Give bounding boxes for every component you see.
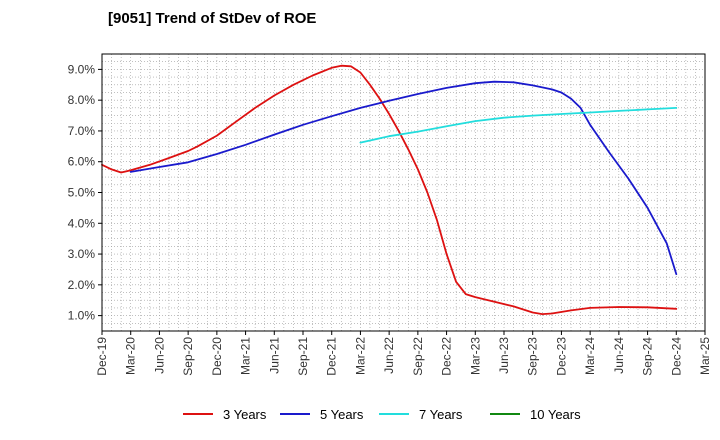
x-tick-label: Mar-22 [353,337,367,375]
x-tick-label: Dec-19 [95,337,109,376]
x-tick-label: Sep-24 [641,337,655,376]
legend-label: 3 Years [223,407,267,422]
x-tick-label: Dec-20 [210,337,224,376]
x-tick-label: Jun-23 [497,337,511,374]
x-tick-label: Mar-24 [583,337,597,375]
y-tick-label: 8.0% [68,93,96,107]
x-tick-label: Dec-22 [440,337,454,376]
x-tick-label: Dec-23 [554,337,568,376]
x-tick-label: Jun-22 [382,337,396,374]
y-tick-label: 1.0% [68,309,96,323]
chart-title: [9051] Trend of StDev of ROE [108,10,317,27]
y-tick-label: 3.0% [68,247,96,261]
legend-label: 7 Years [419,407,463,422]
y-tick-label: 4.0% [68,216,96,230]
series-line-5-years [129,80,678,276]
y-axis: 1.0% 2.0% 3.0% 4.0% 5.0% 6.0% 7.0% 8.0% 9.0% [68,62,102,323]
x-tick-label: Sep-22 [411,337,425,376]
y-tick-label: 2.0% [68,278,96,292]
grid [101,53,706,332]
legend-label: 10 Years [530,407,581,422]
series-line-7-years [359,107,678,144]
x-tick-label: Sep-20 [181,337,195,376]
x-tick-label: Jun-20 [152,337,166,374]
y-tick-label: 7.0% [68,124,96,138]
y-tick-label: 6.0% [68,155,96,169]
series-line-3-years [101,64,678,316]
x-tick-label: Mar-21 [239,337,253,375]
x-tick-label: Dec-24 [669,337,683,376]
x-tick-label: Sep-23 [526,337,540,376]
legend: 3 Years 5 Years 7 Years 10 Years [183,407,581,422]
y-tick-label: 5.0% [68,186,96,200]
series-layer [101,64,678,316]
x-tick-label: Mar-23 [468,337,482,375]
plot-background [102,54,705,331]
x-tick-label: Sep-21 [296,337,310,376]
x-axis: Dec-19 Mar-20 Jun-20 Sep-20 Dec-20 Mar-21 Jun-… [95,331,712,376]
x-tick-label: Mar-20 [124,337,138,375]
x-tick-label: Jun-24 [612,337,626,374]
x-tick-label: Dec-21 [325,337,339,376]
x-tick-label: Jun-21 [267,337,281,374]
y-tick-label: 9.0% [68,62,96,76]
x-tick-label: Mar-25 [698,337,712,375]
legend-label: 5 Years [320,407,364,422]
